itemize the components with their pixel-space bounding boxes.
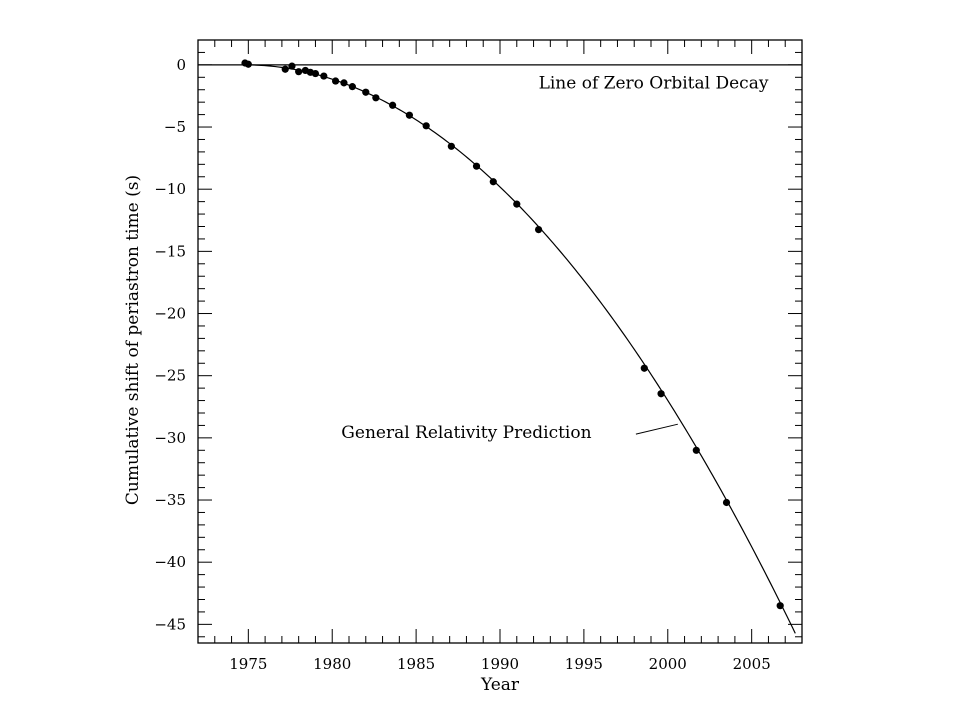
y-axis-label: Cumulative shift of periastron time (s) — [123, 175, 143, 505]
data-point — [311, 69, 320, 78]
data-point — [331, 77, 340, 85]
x-tick-label: 1980 — [313, 655, 351, 673]
data-point — [244, 60, 252, 68]
data-point — [513, 200, 521, 208]
data-point — [657, 390, 665, 398]
data-point — [776, 602, 784, 610]
y-tick-label: −5 — [164, 118, 186, 136]
y-tick-label: 0 — [176, 56, 186, 74]
data-point — [692, 446, 700, 454]
general-relativity-curve — [244, 64, 796, 634]
data-point — [422, 122, 430, 130]
data-point — [489, 178, 497, 186]
data-point — [295, 68, 303, 76]
y-tick-label: −40 — [154, 553, 186, 571]
data-point — [534, 226, 543, 234]
data-point — [348, 83, 356, 91]
data-point — [340, 79, 348, 87]
data-point — [447, 142, 455, 150]
data-point — [389, 101, 397, 109]
x-tick-label: 2005 — [733, 655, 771, 673]
x-axis-label: Year — [480, 675, 520, 695]
x-tick-label: 1990 — [481, 655, 519, 673]
gr-prediction-pointer — [635, 423, 678, 435]
data-point — [281, 65, 289, 73]
y-tick-label: −25 — [154, 367, 186, 385]
x-tick-label: 1995 — [565, 655, 603, 673]
y-tick-label: −30 — [154, 429, 186, 447]
data-point — [288, 62, 296, 70]
data-points — [241, 59, 784, 610]
data-point — [640, 364, 648, 372]
data-point — [320, 72, 328, 80]
zero-decay-annotation: Line of Zero Orbital Decay — [539, 74, 769, 94]
y-tick-label: −35 — [154, 491, 186, 509]
y-tick-label: −15 — [154, 242, 186, 260]
plot-frame — [197, 39, 803, 644]
data-point — [362, 88, 370, 96]
axis-ticks — [197, 39, 803, 643]
y-tick-label: −10 — [154, 180, 186, 198]
y-tick-label: −20 — [154, 305, 186, 323]
gr-prediction-annotation: General Relativity Prediction — [341, 423, 591, 443]
tick-labels: 1975 1980 1985 1990 1995 2000 2005 0 −5 −10 −15 −20… — [154, 56, 770, 673]
y-tick-label: −45 — [154, 615, 186, 633]
data-point — [405, 111, 413, 119]
data-point — [472, 162, 481, 170]
x-tick-label: 1985 — [397, 655, 435, 673]
x-tick-label: 1975 — [229, 655, 267, 673]
x-tick-label: 2000 — [649, 655, 687, 673]
data-point — [722, 498, 731, 507]
data-point — [372, 94, 380, 102]
